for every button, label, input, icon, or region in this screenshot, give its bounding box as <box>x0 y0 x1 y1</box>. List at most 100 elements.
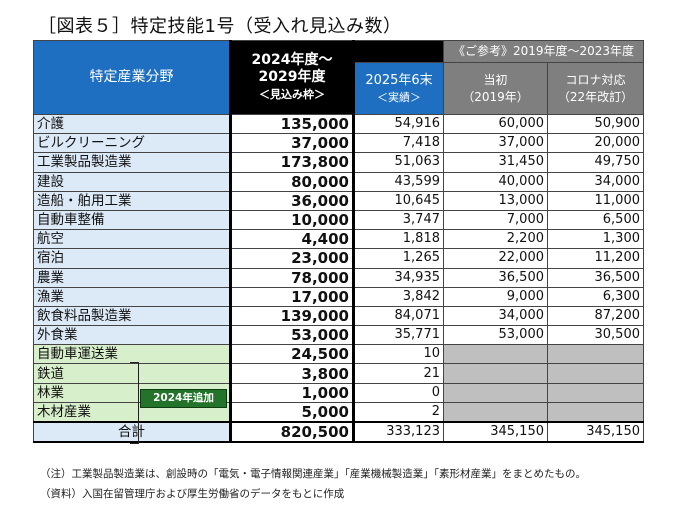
covid-value: 6,500 <box>547 209 644 231</box>
covid-value <box>547 363 644 384</box>
note: （注）工業製品製造業は、創設時の「電気・電子情報関連産業」「産業機械製造業」「素… <box>40 468 586 480</box>
actual-value: 84,071 <box>353 305 444 327</box>
header-field: 特定産業分野 <box>33 40 231 115</box>
plan-value: 36,000 <box>229 190 355 211</box>
covid-value <box>547 401 644 423</box>
table-row: 木材産業 5,000 2 <box>33 401 644 423</box>
field-name: 林業 <box>33 382 231 403</box>
plan-value: 17,000 <box>229 286 355 307</box>
covid-value: 11,000 <box>547 190 644 211</box>
covid-value: 36,500 <box>547 267 644 288</box>
table-row: 工業製品製造業 173,800 51,063 31,450 49,750 <box>33 152 644 173</box>
initial-value: 36,500 <box>443 267 548 288</box>
actual-value: 0 <box>353 382 444 403</box>
field-name: 合計 <box>33 420 231 444</box>
initial-value: 31,450 <box>443 152 548 173</box>
header-initial: 当初 （2019年） <box>443 62 548 115</box>
initial-value <box>443 382 548 403</box>
actual-value: 54,916 <box>353 113 444 135</box>
initial-value <box>443 363 548 384</box>
covid-value: 49,750 <box>547 152 644 173</box>
actual-value: 10 <box>353 344 444 365</box>
field-name: 農業 <box>33 267 231 288</box>
header-initial-line1: 当初 <box>483 72 508 87</box>
header-plan: 2024年度～ 2029年度 ＜見込み枠＞ <box>229 40 355 115</box>
table-row: 漁業 17,000 3,842 9,000 6,300 <box>33 286 644 307</box>
actual-value: 43,599 <box>353 171 444 192</box>
actual-value: 7,418 <box>353 133 444 154</box>
field-name: 飲食料品製造業 <box>33 305 231 327</box>
figure-title: ［図表５］特定技能1号（受入れ見込み数） <box>38 16 402 37</box>
covid-value: 87,200 <box>547 305 644 327</box>
plan-value: 37,000 <box>229 133 355 154</box>
field-name: 鉄道 <box>33 363 231 384</box>
actual-value: 1,818 <box>353 229 444 250</box>
initial-value: 40,000 <box>443 171 548 192</box>
table-row: 鉄道 3,800 21 <box>33 363 644 384</box>
plan-value: 3,800 <box>229 363 355 384</box>
added-2024-badge: 2024年追加 <box>140 389 227 408</box>
plan-value: 4,400 <box>229 229 355 250</box>
plan-value: 139,000 <box>229 305 355 327</box>
field-name: ビルクリーニング <box>33 133 231 154</box>
actual-value: 34,935 <box>353 267 444 288</box>
initial-value: 60,000 <box>443 113 548 135</box>
initial-value: 345,150 <box>443 420 548 444</box>
actual-value: 21 <box>353 363 444 384</box>
plan-value: 23,000 <box>229 248 355 269</box>
table-row: 自動車整備 10,000 3,747 7,000 6,500 <box>33 209 644 231</box>
field-name: 建設 <box>33 171 231 192</box>
header-blank <box>353 40 444 63</box>
actual-value: 1,265 <box>353 248 444 269</box>
field-name: 航空 <box>33 229 231 250</box>
covid-value: 34,000 <box>547 171 644 192</box>
total-row: 合計 820,500 333,123 345,150 345,150 <box>33 420 644 444</box>
table-row: 宿泊 23,000 1,265 22,000 11,200 <box>33 248 644 269</box>
table-row: 外食業 53,000 35,771 53,000 30,500 <box>33 325 644 346</box>
table-row: 農業 78,000 34,935 36,500 36,500 <box>33 267 644 288</box>
table-row: 航空 4,400 1,818 2,200 1,300 <box>33 229 644 250</box>
initial-value: 7,000 <box>443 209 548 231</box>
header-plan-line2: 2029年度 <box>258 69 326 85</box>
initial-value: 9,000 <box>443 286 548 307</box>
actual-value: 3,747 <box>353 209 444 231</box>
header-plan-line1: 2024年度～ <box>251 52 333 68</box>
plan-value: 10,000 <box>229 209 355 231</box>
table-row: 自動車運送業 24,500 10 <box>33 344 644 365</box>
covid-value: 30,500 <box>547 325 644 346</box>
initial-value: 2,200 <box>443 229 548 250</box>
covid-value: 6,300 <box>547 286 644 307</box>
field-name: 工業製品製造業 <box>33 152 231 173</box>
covid-value: 1,300 <box>547 229 644 250</box>
plan-value: 53,000 <box>229 325 355 346</box>
initial-value: 37,000 <box>443 133 548 154</box>
initial-value <box>443 401 548 423</box>
header-reference: 《ご参考》2019年度～2023年度 <box>443 40 644 63</box>
field-name: 造船・舶用工業 <box>33 190 231 211</box>
field-name: 外食業 <box>33 325 231 346</box>
initial-value: 53,000 <box>443 325 548 346</box>
header-initial-line2: （2019年） <box>462 89 529 104</box>
plan-value: 820,500 <box>229 420 355 444</box>
plan-value: 173,800 <box>229 152 355 173</box>
table-row: 造船・舶用工業 36,000 10,645 13,000 11,000 <box>33 190 644 211</box>
actual-value: 3,842 <box>353 286 444 307</box>
actual-value: 51,063 <box>353 152 444 173</box>
plan-value: 1,000 <box>229 382 355 403</box>
field-name: 宿泊 <box>33 248 231 269</box>
field-name: 漁業 <box>33 286 231 307</box>
header-covid-line2: （22年改訂） <box>557 89 634 104</box>
plan-value: 24,500 <box>229 344 355 365</box>
covid-value: 345,150 <box>547 420 644 444</box>
plan-value: 80,000 <box>229 171 355 192</box>
actual-value: 10,645 <box>353 190 444 211</box>
header-actual: 2025年6末 ＜実績＞ <box>353 62 444 115</box>
covid-value: 50,900 <box>547 113 644 135</box>
table-row: 介護 135,000 54,916 60,000 50,900 <box>33 113 644 135</box>
plan-value: 5,000 <box>229 401 355 423</box>
covid-value <box>547 344 644 365</box>
table-row: 飲食料品製造業 139,000 84,071 34,000 87,200 <box>33 305 644 327</box>
source: （資料）入国在留管理庁および厚生労働省のデータをもとに作成 <box>40 488 345 500</box>
table-row: 林業 1,000 0 <box>33 382 644 403</box>
initial-value <box>443 344 548 365</box>
